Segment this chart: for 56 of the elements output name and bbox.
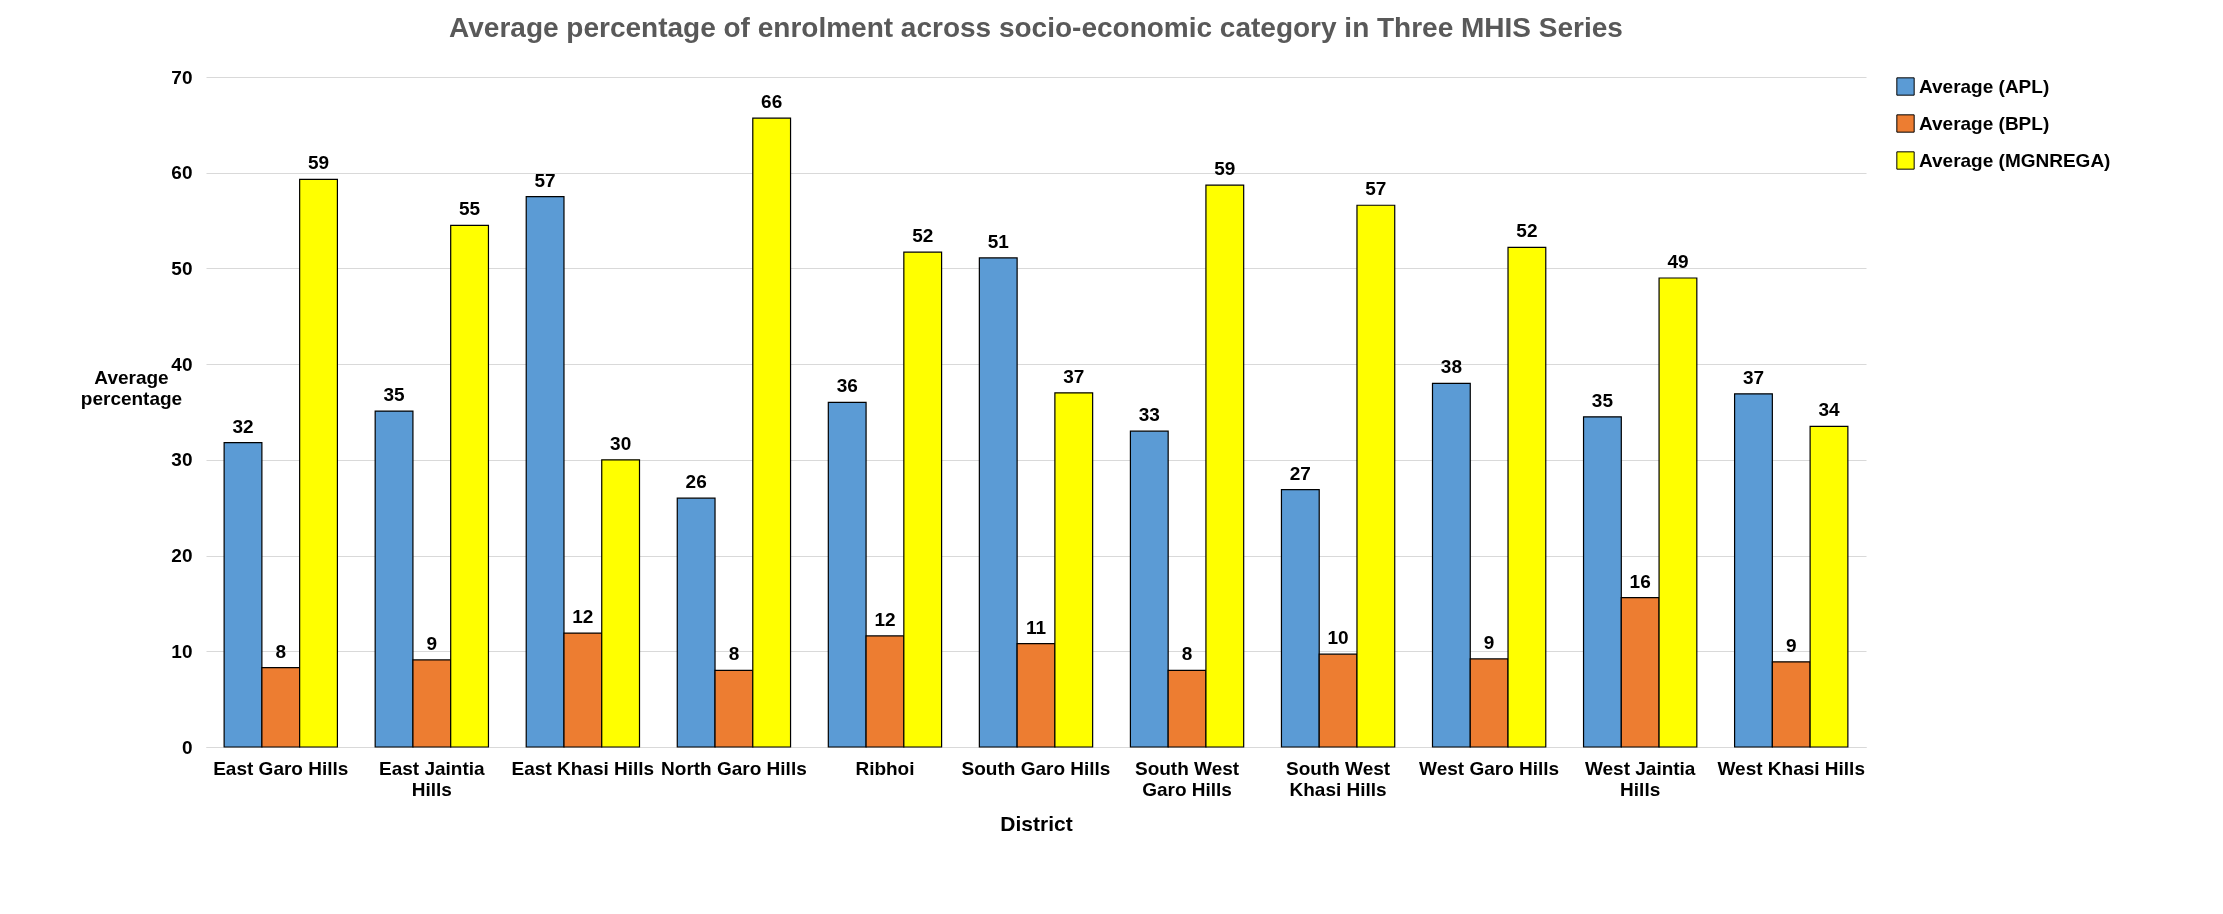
data-label: 32 <box>232 415 254 437</box>
data-label: 33 <box>1138 404 1160 426</box>
data-label: 10 <box>1327 627 1349 649</box>
data-label: 35 <box>1591 389 1614 411</box>
data-label: 8 <box>728 643 740 665</box>
x-tick-label: West Garo Hills <box>1419 757 1560 779</box>
data-label: 8 <box>1181 643 1193 665</box>
data-label: 26 <box>685 471 707 493</box>
data-label: 57 <box>1365 178 1387 200</box>
legend-label: Average (APL) <box>1919 75 2050 97</box>
y-tick-label: 50 <box>171 257 193 279</box>
data-label: 16 <box>1629 570 1651 592</box>
y-tick-label: 0 <box>181 736 193 758</box>
data-label: 37 <box>1063 365 1085 387</box>
data-label: 12 <box>572 606 594 628</box>
data-label: 9 <box>426 632 438 654</box>
y-tick-label: 20 <box>171 545 193 567</box>
chart-title: Average percentage of enrolment across socio-economic category in Three MHIS Series <box>449 12 1623 43</box>
legend-label: Average (MGNREGA) <box>1919 149 2111 171</box>
x-tick-label: South West Garo Hills <box>1134 757 1240 800</box>
data-label: 59 <box>307 152 330 174</box>
y-tick-label: 60 <box>171 162 193 184</box>
data-label: 55 <box>459 198 481 220</box>
data-label: 34 <box>1818 399 1840 421</box>
legend-label: Average (BPL) <box>1919 112 2050 134</box>
data-label: 51 <box>987 230 1010 252</box>
data-label: 8 <box>275 640 287 662</box>
y-tick-label: 10 <box>171 640 193 662</box>
x-tick-label: West Khasi Hills <box>1717 757 1865 779</box>
data-label: 49 <box>1667 251 1689 272</box>
data-label: 9 <box>1483 631 1495 653</box>
y-tick-label: 70 <box>171 66 193 88</box>
data-label: 27 <box>1289 462 1311 484</box>
data-label: 52 <box>912 225 934 247</box>
data-label: 52 <box>1516 220 1538 242</box>
x-tick-label: East Garo Hills <box>213 757 349 779</box>
x-tick-label: South West Khasi Hills <box>1286 757 1391 800</box>
data-label: 37 <box>1742 366 1765 388</box>
data-label: 11 <box>1025 616 1047 638</box>
data-label: 36 <box>836 375 858 397</box>
x-tick-label: Ribhoi <box>855 757 915 779</box>
data-label: 30 <box>610 432 632 454</box>
x-tick-label: East Jaintia Hills <box>379 757 486 800</box>
y-tick-label: 30 <box>171 449 193 471</box>
data-label: 38 <box>1440 356 1462 378</box>
x-tick-label: West Jaintia Hills <box>1584 757 1696 800</box>
data-label: 66 <box>761 91 783 113</box>
data-label: 57 <box>534 169 556 191</box>
x-tick-label: South Garo Hills <box>961 757 1111 779</box>
x-axis-title: District <box>1000 811 1073 835</box>
x-tick-label: East Khasi Hills <box>511 757 655 779</box>
x-tick-label: North Garo Hills <box>661 757 807 779</box>
data-label: 59 <box>1214 158 1236 180</box>
data-label: 9 <box>1785 634 1797 656</box>
data-label: 35 <box>383 384 406 406</box>
data-label: 12 <box>874 608 896 630</box>
